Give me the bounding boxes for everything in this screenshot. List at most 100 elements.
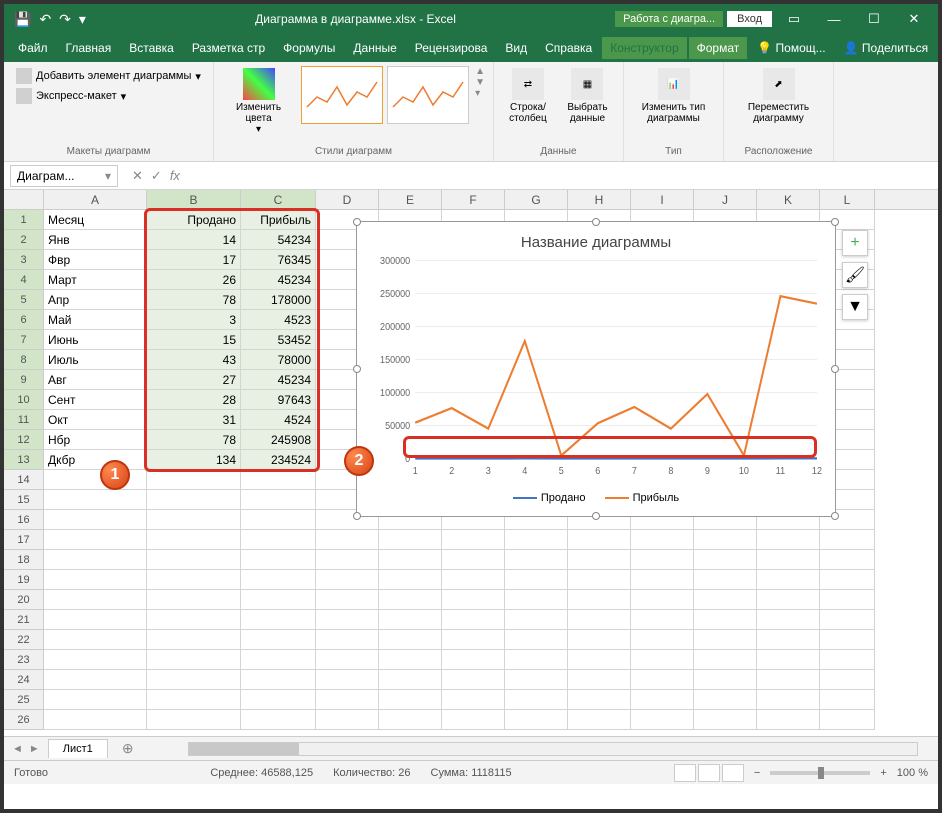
cell[interactable]: [505, 570, 568, 590]
cell[interactable]: [316, 630, 379, 650]
chart-legend[interactable]: Продано Прибыль: [365, 486, 827, 508]
cell[interactable]: Фвр: [44, 250, 147, 270]
cell[interactable]: [44, 510, 147, 530]
cell[interactable]: [757, 650, 820, 670]
cell[interactable]: [505, 610, 568, 630]
row-header[interactable]: 1: [4, 210, 44, 230]
cell[interactable]: 78: [147, 430, 241, 450]
column-header[interactable]: A: [44, 190, 147, 209]
row-header[interactable]: 25: [4, 690, 44, 710]
cell[interactable]: [241, 490, 316, 510]
gallery-down-icon[interactable]: ▼: [475, 77, 485, 88]
cell[interactable]: 54234: [241, 230, 316, 250]
cell[interactable]: [241, 650, 316, 670]
gallery-up-icon[interactable]: ▲: [475, 66, 485, 77]
cell[interactable]: [379, 630, 442, 650]
cell[interactable]: [568, 670, 631, 690]
row-header[interactable]: 16: [4, 510, 44, 530]
row-header[interactable]: 11: [4, 410, 44, 430]
tab-конструктор[interactable]: Конструктор: [602, 37, 686, 59]
cell[interactable]: [757, 690, 820, 710]
row-header[interactable]: 17: [4, 530, 44, 550]
tab-разметка стр[interactable]: Разметка стр: [184, 37, 273, 59]
cell[interactable]: [442, 590, 505, 610]
cell[interactable]: [379, 570, 442, 590]
row-header[interactable]: 23: [4, 650, 44, 670]
chart-object[interactable]: Название диаграммы 050000100000150000200…: [356, 221, 836, 517]
cell[interactable]: [241, 690, 316, 710]
cell[interactable]: [631, 710, 694, 730]
zoom-slider[interactable]: [770, 771, 870, 775]
name-box[interactable]: Диаграм...▾: [10, 165, 118, 187]
chart-filters-button[interactable]: ▼: [842, 294, 868, 320]
chart-style-item[interactable]: [301, 66, 383, 124]
cancel-icon[interactable]: ✕: [132, 168, 143, 184]
cell[interactable]: [820, 670, 875, 690]
cell[interactable]: [442, 690, 505, 710]
cell[interactable]: [694, 610, 757, 630]
add-chart-element-button[interactable]: Добавить элемент диаграммы▾: [12, 66, 205, 86]
change-colors-button[interactable]: Изменить цвета▾: [222, 66, 295, 137]
cell[interactable]: [631, 630, 694, 650]
cell[interactable]: [241, 670, 316, 690]
cell[interactable]: [694, 710, 757, 730]
cell[interactable]: Месяц: [44, 210, 147, 230]
cell[interactable]: [631, 570, 694, 590]
sheet-tab[interactable]: Лист1: [48, 739, 108, 758]
maximize-button[interactable]: ☐: [856, 4, 892, 34]
tab-вид[interactable]: Вид: [497, 37, 535, 59]
cell[interactable]: [379, 590, 442, 610]
cell[interactable]: [147, 510, 241, 530]
cell[interactable]: Прибыль: [241, 210, 316, 230]
cell[interactable]: [147, 630, 241, 650]
row-header[interactable]: 18: [4, 550, 44, 570]
qat-more-icon[interactable]: ▾: [79, 11, 86, 28]
row-header[interactable]: 9: [4, 370, 44, 390]
column-header[interactable]: D: [316, 190, 379, 209]
cell[interactable]: [147, 570, 241, 590]
column-header[interactable]: I: [631, 190, 694, 209]
zoom-in-button[interactable]: +: [880, 767, 886, 779]
cell[interactable]: [568, 550, 631, 570]
row-header[interactable]: 4: [4, 270, 44, 290]
cell[interactable]: 53452: [241, 330, 316, 350]
row-header[interactable]: 3: [4, 250, 44, 270]
cell[interactable]: [442, 610, 505, 630]
cell[interactable]: [694, 570, 757, 590]
cell[interactable]: Окт: [44, 410, 147, 430]
cell[interactable]: [568, 610, 631, 630]
cell[interactable]: [442, 570, 505, 590]
cell[interactable]: [505, 630, 568, 650]
cell[interactable]: [44, 690, 147, 710]
row-header[interactable]: 24: [4, 670, 44, 690]
cell[interactable]: 27: [147, 370, 241, 390]
cell[interactable]: [631, 610, 694, 630]
cell[interactable]: [44, 610, 147, 630]
zoom-out-button[interactable]: −: [754, 767, 760, 779]
cell[interactable]: [505, 590, 568, 610]
tab-вставка[interactable]: Вставка: [121, 37, 182, 59]
cell[interactable]: [568, 710, 631, 730]
cell[interactable]: [147, 590, 241, 610]
undo-icon[interactable]: ↶: [39, 11, 51, 28]
chart-title[interactable]: Название диаграммы: [365, 230, 827, 255]
cell[interactable]: Апр: [44, 290, 147, 310]
cell[interactable]: 26: [147, 270, 241, 290]
cell[interactable]: 45234: [241, 270, 316, 290]
cell[interactable]: [568, 650, 631, 670]
row-header[interactable]: 14: [4, 470, 44, 490]
cell[interactable]: [379, 550, 442, 570]
cell[interactable]: [316, 690, 379, 710]
cell[interactable]: [694, 530, 757, 550]
column-header[interactable]: J: [694, 190, 757, 209]
cell[interactable]: [147, 490, 241, 510]
share-button[interactable]: 👤 Поделиться: [836, 37, 937, 59]
cell[interactable]: [147, 670, 241, 690]
cell[interactable]: [505, 670, 568, 690]
cell[interactable]: 15: [147, 330, 241, 350]
cell[interactable]: [820, 530, 875, 550]
cell[interactable]: [147, 470, 241, 490]
cell[interactable]: [241, 610, 316, 630]
cell[interactable]: [442, 670, 505, 690]
cell[interactable]: Май: [44, 310, 147, 330]
